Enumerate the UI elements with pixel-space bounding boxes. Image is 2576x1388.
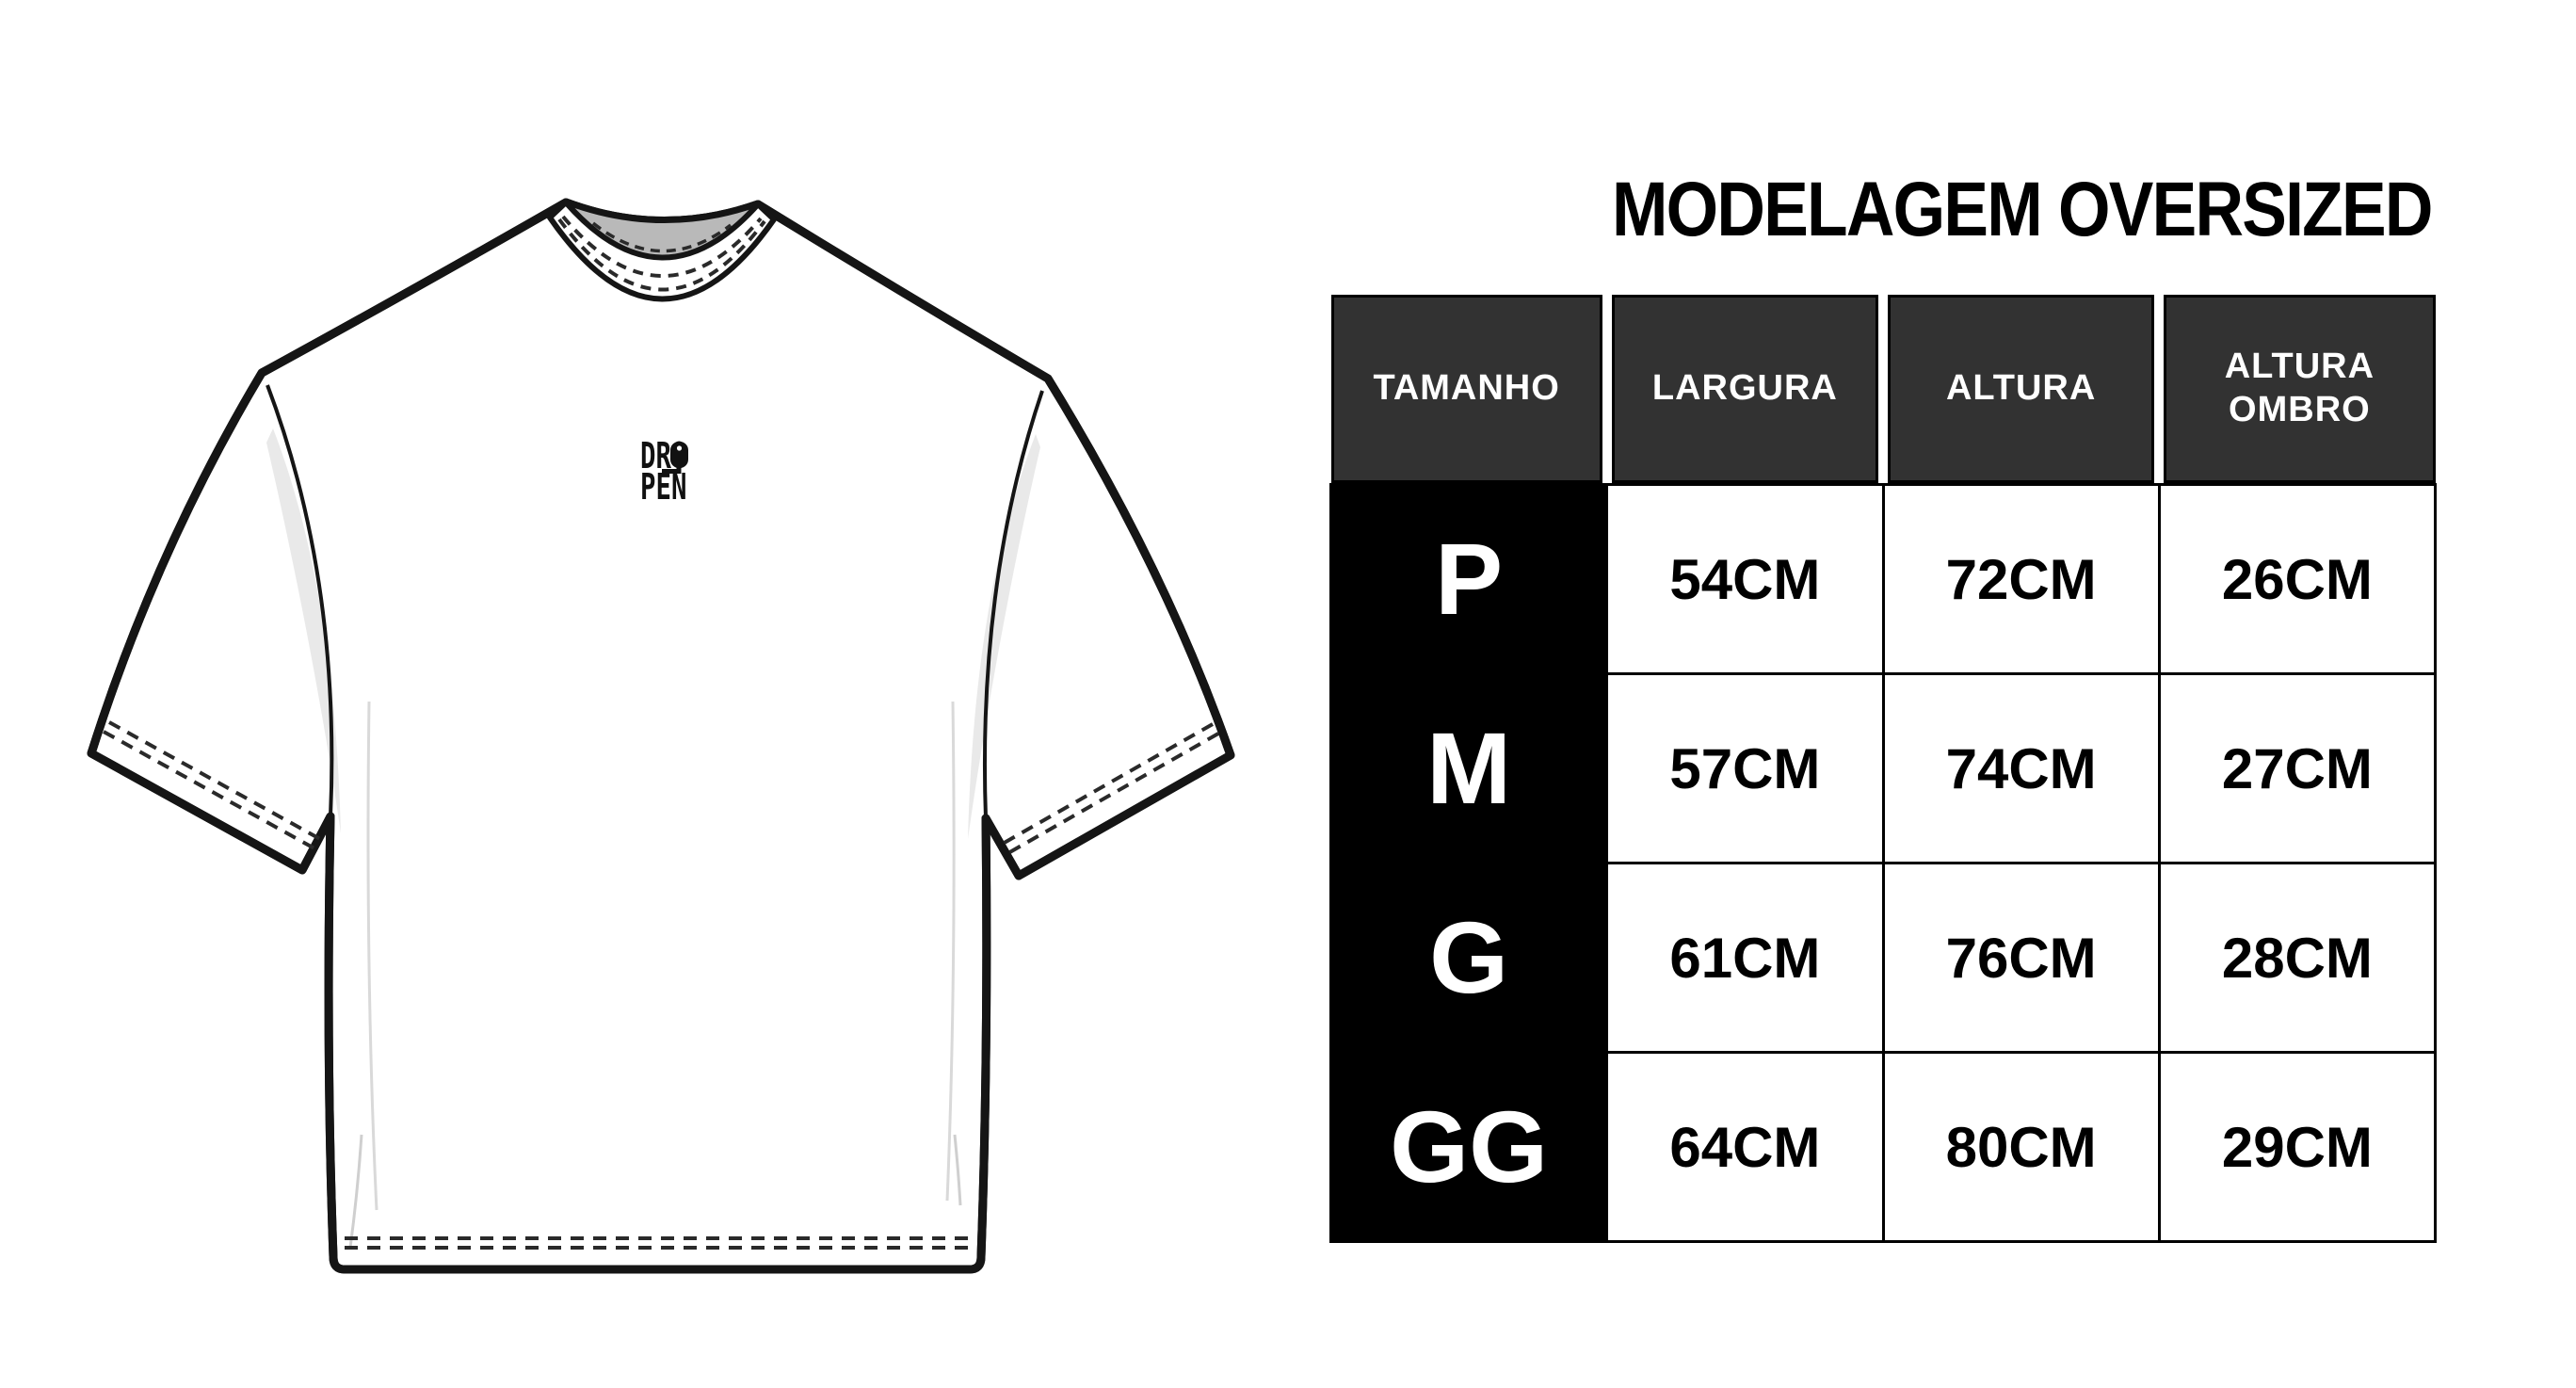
- bottom-hem-stitching: [345, 1236, 970, 1250]
- tshirt-illustration: DRO PEN: [66, 174, 1243, 1285]
- collar-band: [547, 200, 777, 302]
- table-row-gg: GG 64CM 80CM 29CM: [1328, 1051, 2438, 1243]
- shade-right-sleeve: [968, 434, 1040, 839]
- value-m-largura: 57CM: [1605, 672, 1885, 864]
- value-m-altura-ombro: 27CM: [2157, 672, 2438, 864]
- logo-connector-horizontal: [662, 469, 681, 474]
- logo-o-dot: [676, 445, 683, 451]
- shade-left-sleeve: [266, 428, 341, 833]
- size-label-m: M: [1328, 672, 1609, 864]
- size-label-p: P: [1328, 483, 1609, 675]
- size-label-gg: GG: [1328, 1051, 1609, 1243]
- collar-back-stitch: [591, 221, 733, 253]
- value-gg-altura-ombro: 29CM: [2157, 1051, 2438, 1243]
- column-header-altura: ALTURA: [1888, 295, 2155, 483]
- page-title: MODELAGEM OVERSIZED: [1612, 167, 2433, 252]
- tshirt-body-outline: [87, 198, 1235, 1274]
- fold-line-hem-left: [348, 1134, 363, 1249]
- value-g-altura: 76CM: [1881, 862, 2161, 1054]
- size-label-g: G: [1328, 862, 1609, 1054]
- size-chart-table: TAMANHO LARGURA ALTURA ALTURA OMBRO P 54…: [1328, 295, 2438, 1243]
- column-header-largura: LARGURA: [1611, 295, 1878, 483]
- column-header-altura-ombro: ALTURA OMBRO: [2164, 295, 2436, 483]
- table-row-g: G 61CM 76CM 28CM: [1328, 862, 2438, 1054]
- fold-line-hem-right: [953, 1134, 962, 1206]
- armhole-seam-right: [982, 390, 1044, 819]
- value-gg-altura: 80CM: [1881, 1051, 2161, 1243]
- value-p-altura-ombro: 26CM: [2157, 483, 2438, 675]
- value-m-altura: 74CM: [1881, 672, 2161, 864]
- value-gg-largura: 64CM: [1605, 1051, 1885, 1243]
- logo-o-blob: [670, 442, 688, 468]
- collar-band-stitching: [557, 215, 766, 292]
- value-p-altura: 72CM: [1881, 483, 2161, 675]
- table-row-p: P 54CM 72CM 26CM: [1328, 483, 2438, 675]
- armhole-seam-left: [266, 384, 334, 817]
- column-header-tamanho: TAMANHO: [1330, 295, 1602, 483]
- tshirt-outline-top: [87, 198, 1235, 1274]
- fold-line-left: [366, 701, 378, 1211]
- table-row-m: M 57CM 74CM 27CM: [1328, 672, 2438, 864]
- value-g-largura: 61CM: [1605, 862, 1885, 1054]
- value-g-altura-ombro: 28CM: [2157, 862, 2438, 1054]
- tshirt-svg: DRO PEN: [87, 198, 1235, 1274]
- fold-line-right: [945, 701, 956, 1202]
- table-header-row: TAMANHO LARGURA ALTURA ALTURA OMBRO: [1330, 295, 2436, 485]
- brand-logo: DRO PEN: [640, 434, 688, 508]
- value-p-largura: 54CM: [1605, 483, 1885, 675]
